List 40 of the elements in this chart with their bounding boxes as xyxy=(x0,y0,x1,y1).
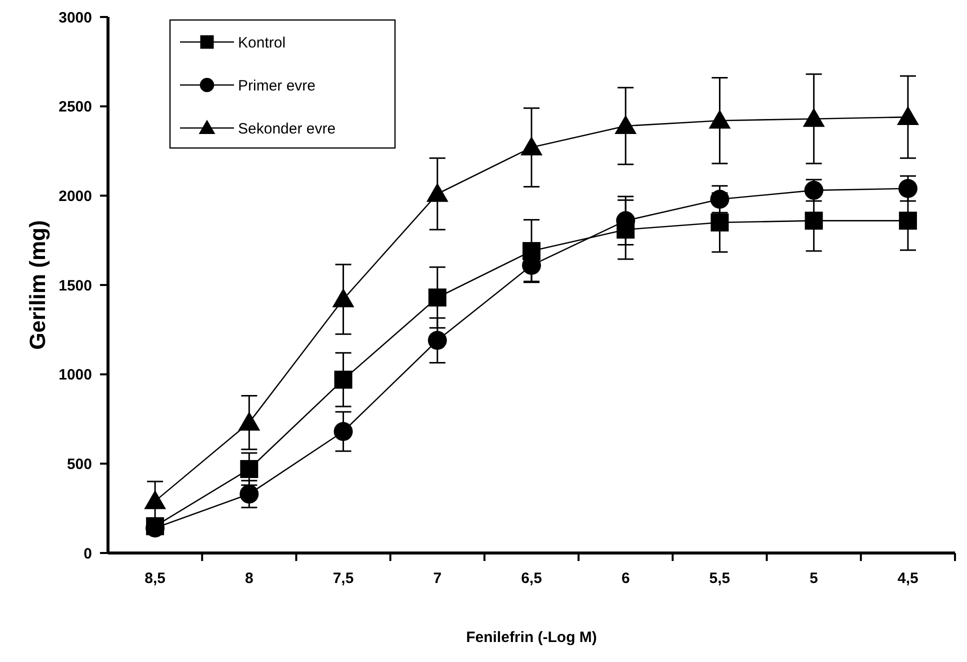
y-axis-title: Gerilim (mg) xyxy=(25,220,50,350)
point xyxy=(238,412,260,431)
y-tick-label: 2500 xyxy=(58,98,92,116)
point xyxy=(426,182,448,202)
x-axis-title: Fenilefrin (-Log M) xyxy=(466,629,597,646)
x-tick-label: 5,5 xyxy=(709,570,730,587)
point xyxy=(428,330,447,350)
point xyxy=(898,179,918,198)
x-tick-label: 6,5 xyxy=(521,570,542,587)
y-tick-label: 500 xyxy=(66,456,92,473)
y-tick-label: 1000 xyxy=(58,366,92,384)
x-tick-label: 7 xyxy=(433,570,442,587)
legend-label: Sekonder evre xyxy=(238,120,336,138)
point xyxy=(334,422,353,442)
x-tick-label: 7,5 xyxy=(332,570,354,587)
legend-label: Kontrol xyxy=(238,34,286,52)
y-tick-label: 1500 xyxy=(58,277,92,294)
point xyxy=(240,484,259,504)
point xyxy=(898,212,917,230)
x-tick-label: 8,5 xyxy=(144,570,166,587)
point xyxy=(240,460,258,478)
x-tick-label: 6 xyxy=(621,570,630,587)
point xyxy=(802,108,825,127)
point xyxy=(428,288,446,307)
point xyxy=(708,110,731,129)
y-tick-label: 0 xyxy=(84,545,92,562)
legend-label: Primer evre xyxy=(238,77,316,94)
y-tick-label: 2000 xyxy=(58,188,92,205)
point xyxy=(334,370,352,389)
point xyxy=(710,213,729,232)
y-tick-label: 3000 xyxy=(58,9,92,26)
point xyxy=(710,190,730,209)
x-tick-label: 5 xyxy=(810,570,818,587)
x-tick-label: 8 xyxy=(244,570,254,587)
point xyxy=(520,136,542,156)
point xyxy=(804,212,823,230)
point xyxy=(332,288,354,308)
point xyxy=(614,114,637,134)
point xyxy=(896,106,919,126)
x-tick-label: 4,5 xyxy=(898,570,918,587)
